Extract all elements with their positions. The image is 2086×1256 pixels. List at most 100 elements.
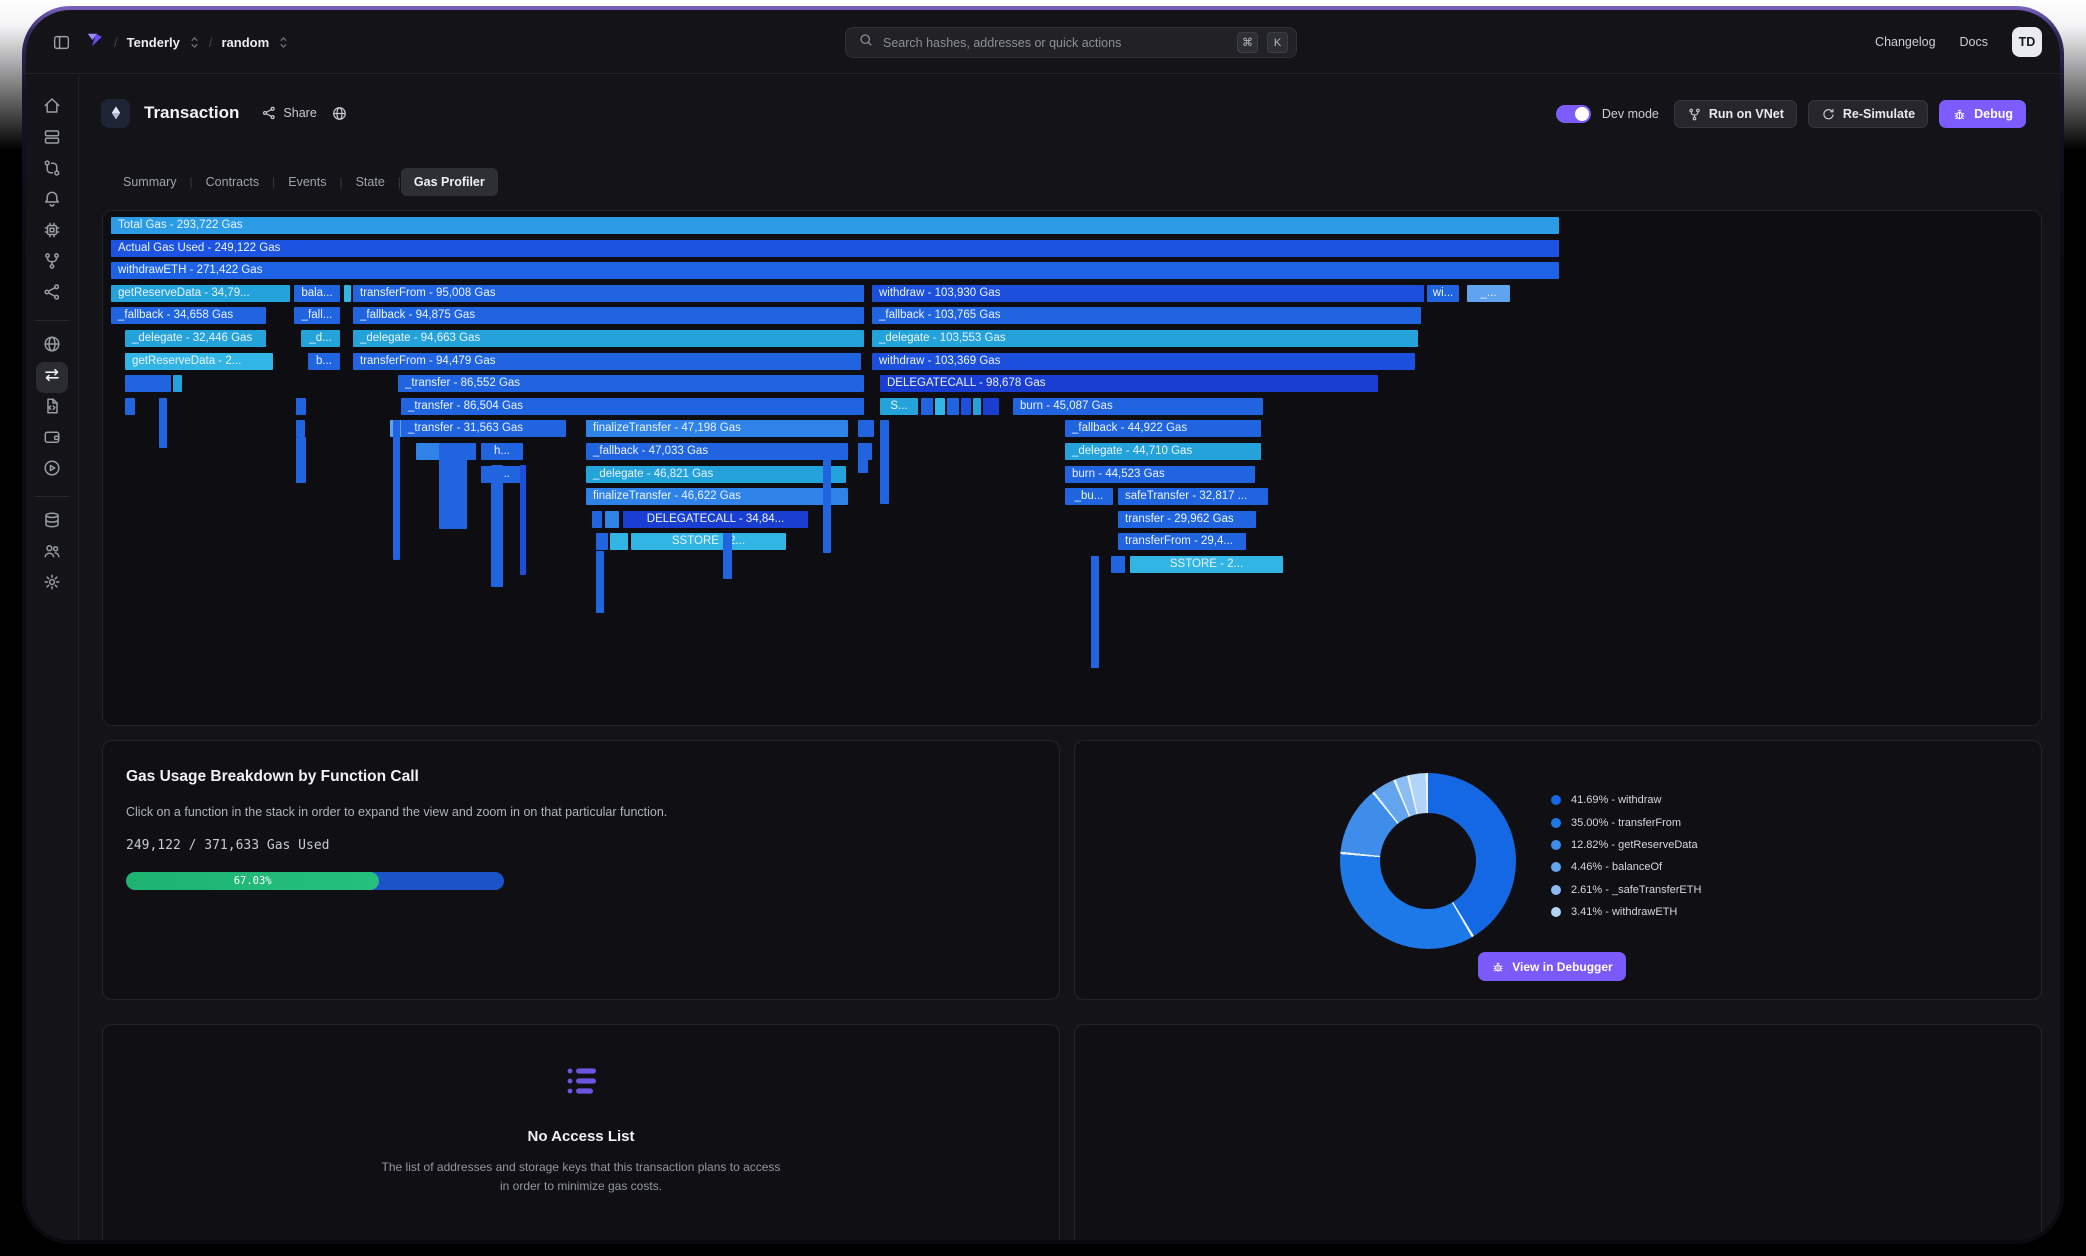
sidebar-item-compare[interactable] bbox=[36, 155, 68, 186]
org-switcher-icon[interactable] bbox=[189, 36, 200, 49]
sidebar-item-share-nodes[interactable] bbox=[36, 279, 68, 310]
flame-descender[interactable] bbox=[520, 465, 526, 575]
flame-fragment[interactable] bbox=[125, 397, 135, 415]
flame-block[interactable]: SSTORE - 2... bbox=[631, 533, 786, 551]
flame-descender[interactable] bbox=[823, 443, 831, 553]
flame-block[interactable]: _delegate - 44,710 Gas bbox=[1065, 443, 1261, 460]
sidebar-item-wallet[interactable] bbox=[36, 424, 68, 455]
flame-fragment[interactable] bbox=[173, 375, 182, 393]
sidebar-item-cpu[interactable] bbox=[36, 217, 68, 248]
tab-contracts[interactable]: Contracts bbox=[205, 175, 260, 189]
flame-block[interactable]: SSTORE - 2... bbox=[1130, 556, 1283, 573]
flame-block[interactable]: getReserveData - 2... bbox=[125, 352, 273, 370]
flame-block[interactable]: _transfer - 86,504 Gas bbox=[401, 397, 864, 415]
sidebar-item-home[interactable] bbox=[36, 93, 68, 124]
flame-block[interactable]: Total Gas - 293,722 Gas bbox=[111, 217, 1559, 234]
legend-item[interactable]: 4.46% - balanceOf bbox=[1551, 856, 1701, 878]
flame-fragment[interactable] bbox=[416, 443, 446, 460]
flame-fragment[interactable] bbox=[921, 397, 933, 415]
sidebar-toggle-icon[interactable] bbox=[52, 33, 71, 52]
flame-block[interactable]: withdraw - 103,930 Gas bbox=[872, 284, 1424, 302]
flame-block[interactable]: _delegate - 103,553 Gas bbox=[872, 330, 1418, 347]
flame-block[interactable]: withdraw - 103,369 Gas bbox=[872, 352, 1415, 370]
flame-fragment[interactable] bbox=[125, 375, 171, 393]
flame-fragment[interactable] bbox=[596, 533, 608, 551]
flame-block[interactable]: _fallback - 47,033 Gas bbox=[586, 443, 848, 460]
legend-item[interactable]: 2.61% - _safeTransferETH bbox=[1551, 879, 1701, 901]
share-button[interactable]: Share bbox=[261, 105, 317, 121]
flame-block[interactable]: S... bbox=[880, 397, 918, 415]
re-simulate-button[interactable]: Re-Simulate bbox=[1807, 100, 1929, 128]
search-input[interactable]: Search hashes, addresses or quick action… bbox=[845, 27, 1297, 58]
flame-block[interactable]: _fallback - 34,658 Gas bbox=[111, 307, 266, 325]
legend-item[interactable]: 12.82% - getReserveData bbox=[1551, 834, 1701, 856]
flame-descender[interactable] bbox=[296, 437, 306, 483]
flame-block[interactable]: transferFrom - 29,4... bbox=[1118, 533, 1246, 551]
flame-block[interactable]: finalizeTransfer - 46,622 Gas bbox=[586, 488, 848, 506]
flame-block[interactable]: DELEGATECALL - 98,678 Gas bbox=[880, 375, 1378, 393]
sidebar-item-users[interactable] bbox=[36, 538, 68, 569]
flame-descender[interactable] bbox=[596, 551, 604, 613]
dev-mode-toggle[interactable] bbox=[1555, 105, 1591, 123]
docs-link[interactable]: Docs bbox=[1959, 35, 1988, 49]
flame-descender[interactable] bbox=[491, 465, 503, 587]
flame-fragment[interactable] bbox=[605, 510, 619, 528]
flame-descender[interactable] bbox=[858, 443, 868, 473]
sidebar-item-fork[interactable] bbox=[36, 248, 68, 279]
flame-fragment[interactable] bbox=[961, 397, 971, 415]
flame-fragment[interactable] bbox=[973, 397, 981, 415]
flame-block[interactable]: burn - 45,087 Gas bbox=[1013, 397, 1263, 415]
flame-block[interactable]: transfer - 29,962 Gas bbox=[1118, 510, 1256, 528]
flame-fragment[interactable] bbox=[935, 397, 945, 415]
flame-block[interactable]: _fallback - 94,875 Gas bbox=[353, 307, 864, 325]
legend-item[interactable]: 35.00% - transferFrom bbox=[1551, 811, 1701, 833]
breadcrumb-project[interactable]: random bbox=[221, 34, 270, 50]
flame-block[interactable]: finalizeTransfer - 47,198 Gas bbox=[586, 420, 848, 438]
view-in-debugger-button[interactable]: View in Debugger bbox=[1478, 952, 1626, 981]
legend-item[interactable]: 3.41% - withdrawETH bbox=[1551, 901, 1701, 923]
flame-block[interactable]: transferFrom - 94,479 Gas bbox=[353, 352, 861, 370]
flame-block[interactable]: Actual Gas Used - 249,122 Gas bbox=[111, 239, 1559, 257]
flame-block[interactable]: withdrawETH - 271,422 Gas bbox=[111, 262, 1559, 280]
flame-fragment[interactable] bbox=[947, 397, 959, 415]
tenderly-logo-icon[interactable] bbox=[84, 29, 105, 55]
breadcrumb-org[interactable]: Tenderly bbox=[126, 34, 180, 50]
sidebar-item-swap[interactable] bbox=[36, 362, 68, 393]
flame-block[interactable]: _transfer - 31,563 Gas bbox=[401, 420, 566, 438]
flame-block[interactable]: _fall... bbox=[294, 307, 340, 325]
flame-block[interactable]: wi... bbox=[1427, 284, 1459, 302]
sidebar-item-database[interactable] bbox=[36, 507, 68, 538]
changelog-link[interactable]: Changelog bbox=[1875, 35, 1936, 49]
project-switcher-icon[interactable] bbox=[278, 36, 289, 49]
debug-button[interactable]: Debug bbox=[1939, 100, 2026, 128]
flame-fragment[interactable] bbox=[344, 284, 351, 302]
sidebar-item-file-code[interactable] bbox=[36, 393, 68, 424]
public-link-button[interactable] bbox=[331, 105, 348, 122]
flame-block[interactable]: _... bbox=[1467, 284, 1510, 302]
sidebar-item-globe[interactable] bbox=[36, 331, 68, 362]
flame-block[interactable]: _delegate - 32,446 Gas bbox=[125, 330, 266, 347]
flame-block[interactable]: _delegate - 94,663 Gas bbox=[353, 330, 864, 347]
flame-block[interactable]: bala... bbox=[294, 284, 340, 302]
flame-block[interactable]: _d... bbox=[301, 330, 340, 347]
flame-block[interactable]: _fallback - 44,922 Gas bbox=[1065, 420, 1261, 438]
sidebar-item-layers[interactable] bbox=[36, 124, 68, 155]
flame-block[interactable]: transferFrom - 95,008 Gas bbox=[353, 284, 864, 302]
tab-gas-profiler[interactable]: Gas Profiler bbox=[400, 168, 498, 196]
flame-descender[interactable] bbox=[1091, 556, 1099, 668]
flame-block[interactable]: safeTransfer - 32,817 ... bbox=[1118, 488, 1268, 506]
flame-descender[interactable] bbox=[393, 420, 400, 560]
flame-block[interactable]: h... bbox=[481, 443, 523, 460]
flame-fragment[interactable] bbox=[983, 397, 999, 415]
sidebar-item-play-circle[interactable] bbox=[36, 455, 68, 486]
flame-block[interactable]: b... bbox=[308, 352, 340, 370]
run-on-vnet-button[interactable]: Run on VNet bbox=[1673, 100, 1797, 128]
flame-block[interactable]: _bu... bbox=[1065, 488, 1113, 506]
flame-block[interactable]: burn - 44,523 Gas bbox=[1065, 465, 1255, 483]
flame-descender[interactable] bbox=[159, 398, 167, 448]
flame-fragment[interactable] bbox=[296, 397, 306, 415]
flame-descender[interactable] bbox=[723, 533, 732, 579]
avatar[interactable]: TD bbox=[2012, 27, 2042, 57]
flame-fragment[interactable] bbox=[1111, 556, 1125, 573]
flame-block[interactable]: _transfer - 86,552 Gas bbox=[398, 375, 864, 393]
